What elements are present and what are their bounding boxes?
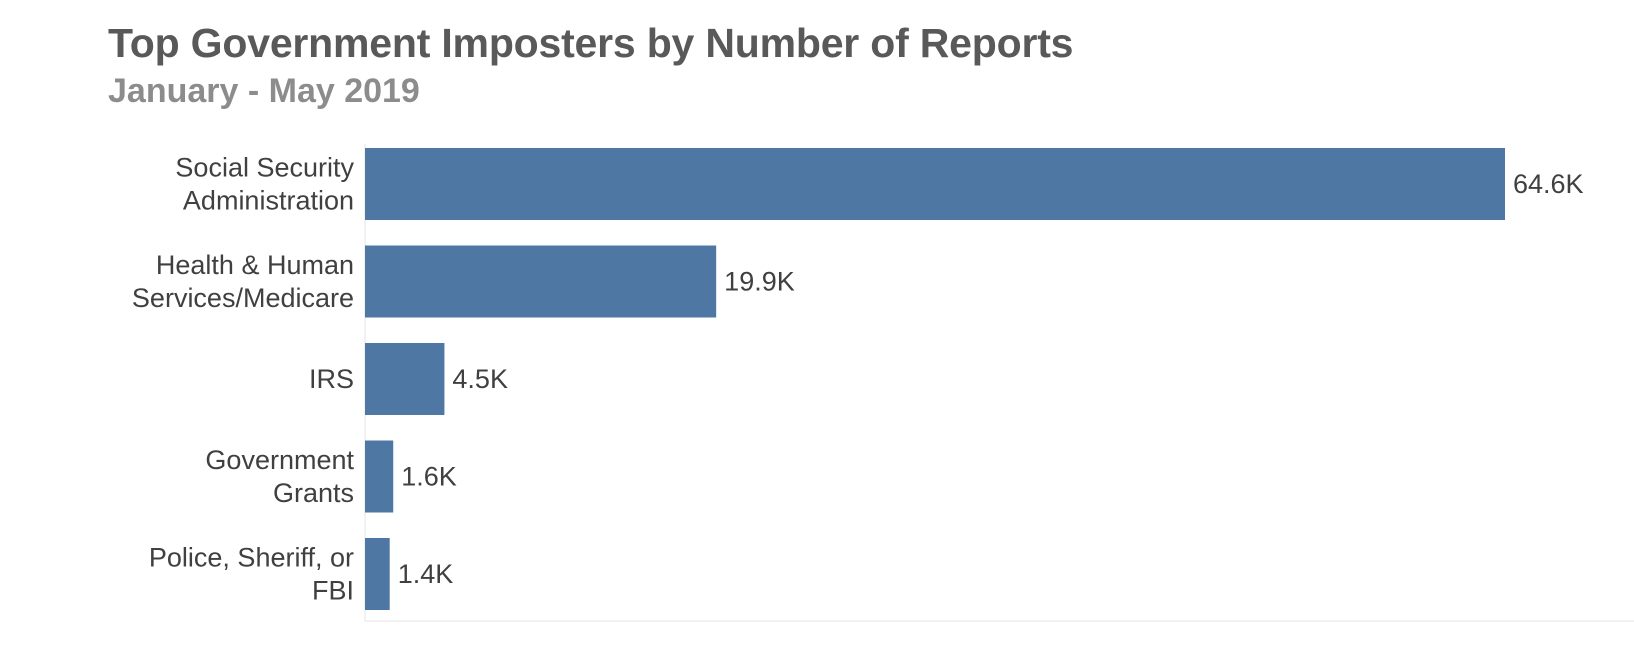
data-label: 64.6K [1513, 169, 1584, 199]
category-label-line: Administration [183, 186, 354, 216]
data-label: 1.6K [401, 462, 457, 492]
category-label: Government Grants [205, 445, 354, 508]
category-label-line: Services/Medicare [132, 283, 354, 313]
category-label: Social Security Administration [175, 153, 354, 216]
category-label-line: Grants [273, 478, 354, 508]
chart-subtitle: January - May 2019 [108, 72, 420, 110]
category-label-line: Health & Human [156, 250, 354, 280]
data-label: 19.9K [724, 267, 795, 297]
category-label: Health & Human Services/Medicare [132, 250, 354, 313]
category-label-line: Social Security [175, 153, 354, 183]
category-label-line: Government [205, 445, 354, 475]
bar [365, 245, 717, 318]
data-label: 4.5K [452, 364, 508, 394]
category-label-line: FBI [312, 576, 354, 606]
bar [365, 440, 394, 513]
category-label: IRS [309, 364, 354, 394]
data-label: 1.4K [398, 559, 454, 589]
chart-title: Top Government Imposters by Number of Re… [108, 20, 1074, 66]
bar [365, 343, 445, 415]
bar [365, 538, 390, 610]
category-label-line: IRS [309, 364, 354, 394]
bar [365, 148, 1505, 220]
category-label-line: Police, Sheriff, or [149, 543, 354, 573]
category-label: Police, Sheriff, or FBI [149, 543, 354, 606]
